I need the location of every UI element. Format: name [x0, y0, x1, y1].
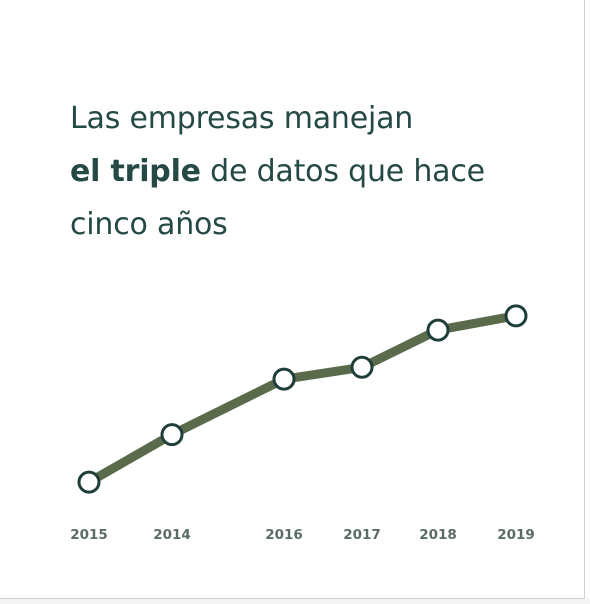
series-line [84, 311, 521, 487]
x-axis-ticks: 2015 2014 2016 2017 2018 2019 [70, 527, 535, 543]
title-line-2: el triple de datos que hace [70, 145, 570, 198]
title-line-2-rest: de datos que hace [200, 154, 485, 189]
title-emphasis: el triple [70, 154, 201, 189]
data-point-2015 [77, 470, 101, 494]
title-line-3: cinco años [70, 207, 228, 242]
x-tick-label-2017: 2017 [343, 527, 381, 543]
x-tick-label-2016: 2016 [265, 527, 303, 543]
chart-title: Las empresas manejan el triple de datos … [70, 92, 570, 251]
data-point-2014 [160, 423, 184, 447]
x-tick-label-2015: 2015 [70, 527, 108, 543]
x-tick-label-2014: 2014 [153, 527, 191, 543]
marker-layer [77, 304, 528, 494]
x-tick-label-2018: 2018 [419, 527, 457, 543]
data-point-2016 [272, 367, 296, 391]
line-layer [84, 311, 521, 487]
x-tick-label-2019: 2019 [497, 527, 535, 543]
data-point-2019 [504, 304, 528, 328]
data-point-2018 [426, 318, 450, 342]
title-line-1: Las empresas manejan [70, 101, 414, 136]
bottom-edge [0, 599, 590, 604]
data-point-2017 [350, 355, 374, 379]
